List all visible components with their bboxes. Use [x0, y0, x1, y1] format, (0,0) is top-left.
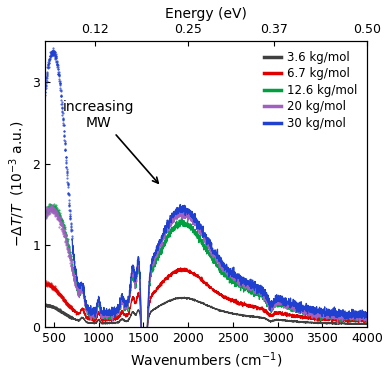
6.7 kg/mol [76, 311, 81, 316]
Line: 20 kg/mol: 20 kg/mol [72, 209, 367, 331]
6.7 kg/mol [139, 329, 144, 333]
30 kg/mol [325, 310, 330, 314]
12.6 kg/mol [325, 313, 330, 318]
6.7 kg/mol [97, 312, 102, 316]
3.6 kg/mol [140, 329, 144, 333]
12.6 kg/mol [314, 312, 318, 317]
20 kg/mol [97, 299, 102, 304]
12.6 kg/mol [365, 315, 369, 320]
Legend: 3.6 kg/mol, 6.7 kg/mol, 12.6 kg/mol, 20 kg/mol, 30 kg/mol: 3.6 kg/mol, 6.7 kg/mol, 12.6 kg/mol, 20 … [260, 47, 361, 133]
3.6 kg/mol [76, 318, 81, 323]
12.6 kg/mol [69, 262, 74, 266]
30 kg/mol [314, 306, 318, 311]
Line: 6.7 kg/mol: 6.7 kg/mol [72, 268, 367, 331]
X-axis label: Energy (eV): Energy (eV) [165, 7, 247, 21]
30 kg/mol [178, 202, 183, 207]
Line: 12.6 kg/mol: 12.6 kg/mol [72, 219, 367, 331]
30 kg/mol [145, 329, 149, 333]
X-axis label: Wavenumbers (cm$^{-1}$): Wavenumbers (cm$^{-1}$) [130, 351, 282, 370]
6.7 kg/mol [105, 317, 110, 322]
12.6 kg/mol [97, 303, 102, 308]
20 kg/mol [325, 308, 330, 312]
3.6 kg/mol [69, 314, 74, 319]
3.6 kg/mol [325, 320, 330, 325]
12.6 kg/mol [105, 313, 110, 317]
12.6 kg/mol [179, 216, 184, 221]
30 kg/mol [105, 311, 110, 315]
3.6 kg/mol [105, 321, 110, 326]
20 kg/mol [124, 305, 129, 310]
20 kg/mol [314, 312, 318, 316]
30 kg/mol [97, 299, 102, 303]
Line: 30 kg/mol: 30 kg/mol [72, 204, 367, 331]
20 kg/mol [76, 288, 81, 293]
3.6 kg/mol [182, 295, 187, 299]
Y-axis label: $-\Delta T/T$  (10$^{-3}$ a.u.): $-\Delta T/T$ (10$^{-3}$ a.u.) [7, 121, 27, 247]
20 kg/mol [365, 313, 369, 318]
12.6 kg/mol [145, 329, 149, 333]
6.7 kg/mol [124, 313, 129, 318]
3.6 kg/mol [314, 320, 318, 325]
6.7 kg/mol [314, 315, 318, 320]
12.6 kg/mol [76, 288, 81, 293]
6.7 kg/mol [365, 319, 369, 323]
6.7 kg/mol [325, 316, 330, 321]
30 kg/mol [124, 299, 129, 303]
20 kg/mol [105, 312, 110, 317]
20 kg/mol [179, 207, 184, 211]
Text: increasing
MW: increasing MW [63, 100, 158, 183]
12.6 kg/mol [124, 307, 129, 311]
3.6 kg/mol [97, 318, 102, 322]
6.7 kg/mol [178, 265, 183, 270]
20 kg/mol [69, 267, 74, 271]
20 kg/mol [145, 329, 149, 333]
3.6 kg/mol [365, 321, 369, 326]
30 kg/mol [69, 237, 74, 242]
3.6 kg/mol [124, 319, 129, 324]
30 kg/mol [365, 315, 369, 319]
Line: 3.6 kg/mol: 3.6 kg/mol [72, 297, 367, 331]
30 kg/mol [76, 284, 81, 288]
6.7 kg/mol [69, 305, 74, 310]
